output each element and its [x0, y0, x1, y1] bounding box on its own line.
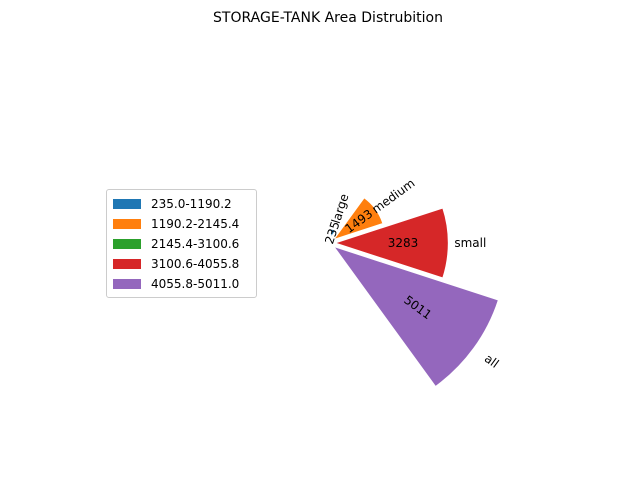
slice-label-all: all: [482, 351, 502, 371]
legend-swatch: [113, 199, 141, 209]
slice-label-medium: medium: [369, 176, 417, 216]
pie-slice-small: [333, 207, 449, 279]
legend-swatch: [113, 279, 141, 289]
legend-item: 2145.4-3100.6: [113, 234, 250, 254]
legend-swatch: [113, 259, 141, 269]
legend-label: 2145.4-3100.6: [151, 237, 240, 251]
slice-value-small: 3283: [388, 236, 419, 250]
legend-swatch: [113, 219, 141, 229]
slice-value-large: 235: [322, 220, 342, 246]
legend-item: 235.0-1190.2: [113, 194, 250, 214]
legend-label: 4055.8-5011.0: [151, 277, 240, 291]
legend-swatch: [113, 239, 141, 249]
pie-slice-medium: [332, 197, 384, 241]
legend-item: 1190.2-2145.4: [113, 214, 250, 234]
legend-item: 4055.8-5011.0: [113, 274, 250, 294]
pie-slice-large: [330, 228, 337, 239]
legend-label: 1190.2-2145.4: [151, 217, 240, 231]
legend-item: 3100.6-4055.8: [113, 254, 250, 274]
legend-label: 3100.6-4055.8: [151, 257, 240, 271]
pie-slices: [330, 197, 500, 388]
slice-label-small: small: [454, 236, 486, 250]
legend-label: 235.0-1190.2: [151, 197, 232, 211]
legend: 235.0-1190.2 1190.2-2145.4 2145.4-3100.6…: [106, 189, 257, 298]
chart-title: STORAGE-TANK Area Distrubition: [213, 10, 443, 26]
pie-slice-all: [332, 245, 500, 388]
